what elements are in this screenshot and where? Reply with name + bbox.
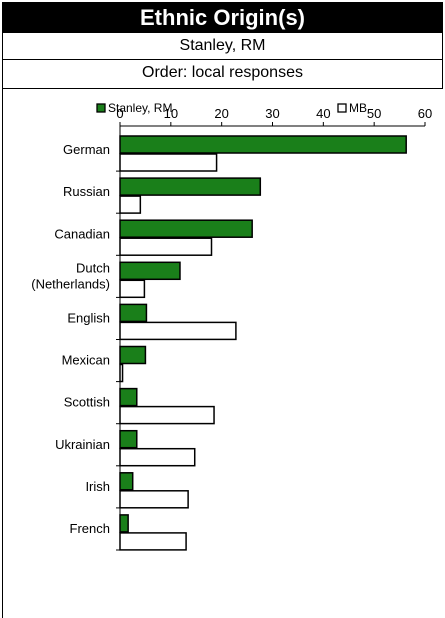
bar-stanley-7 xyxy=(119,429,138,449)
category-label-0: German xyxy=(63,142,110,157)
category-label-6: Scottish xyxy=(64,395,110,410)
x-tick-label-0: 0 xyxy=(116,106,123,121)
bar-stanley-9 xyxy=(119,514,129,533)
bar-mb-6 xyxy=(119,405,215,425)
bar-stanley-8 xyxy=(119,472,134,491)
x-tick-label-50: 50 xyxy=(367,106,381,121)
bar-mb-5 xyxy=(119,363,124,383)
bar-stanley-1 xyxy=(119,177,262,196)
legend-label-1: MB xyxy=(349,101,367,115)
bar-stanley-6 xyxy=(119,387,138,407)
category-label-7: Ukrainian xyxy=(55,437,110,452)
bar-mb-4 xyxy=(119,321,237,341)
x-tick-label-40: 40 xyxy=(316,106,330,121)
x-tick-label-30: 30 xyxy=(265,106,279,121)
x-tick-label-60: 60 xyxy=(418,106,432,121)
bar-mb-2 xyxy=(119,237,213,256)
bar-mb-1 xyxy=(119,195,142,214)
category-label-9: French xyxy=(70,521,110,536)
bar-stanley-5 xyxy=(119,345,147,365)
x-tick-label-10: 10 xyxy=(164,106,178,121)
chart-title: Ethnic Origin(s) xyxy=(2,2,443,33)
category-label-5: Mexican xyxy=(62,353,110,368)
bar-stanley-3 xyxy=(119,261,181,281)
bar-mb-0 xyxy=(119,153,218,172)
bar-stanley-2 xyxy=(119,219,253,238)
bar-mb-7 xyxy=(119,447,196,467)
bar-stanley-4 xyxy=(119,303,148,323)
category-label-2: Canadian xyxy=(54,226,110,241)
bar-mb-8 xyxy=(119,490,189,509)
bar-mb-3 xyxy=(119,279,146,299)
legend-label-0: Stanley, RM xyxy=(108,101,172,115)
left-border xyxy=(2,88,3,618)
subtitle-location: Stanley, RM xyxy=(179,37,266,54)
subtitle-order: Order: local responses xyxy=(3,59,442,86)
category-label-4: English xyxy=(67,310,110,325)
category-label-3: Dutch (Netherlands) xyxy=(31,260,110,291)
x-tick-label-20: 20 xyxy=(214,106,228,121)
bar-stanley-0 xyxy=(119,135,407,154)
legend-swatch-1 xyxy=(337,103,347,113)
category-label-8: Irish xyxy=(85,479,110,494)
category-label-1: Russian xyxy=(63,184,110,199)
bar-mb-9 xyxy=(119,532,187,551)
subtitle-box: Stanley, RM Order: local responses xyxy=(2,33,443,89)
legend-swatch-0 xyxy=(96,103,106,113)
